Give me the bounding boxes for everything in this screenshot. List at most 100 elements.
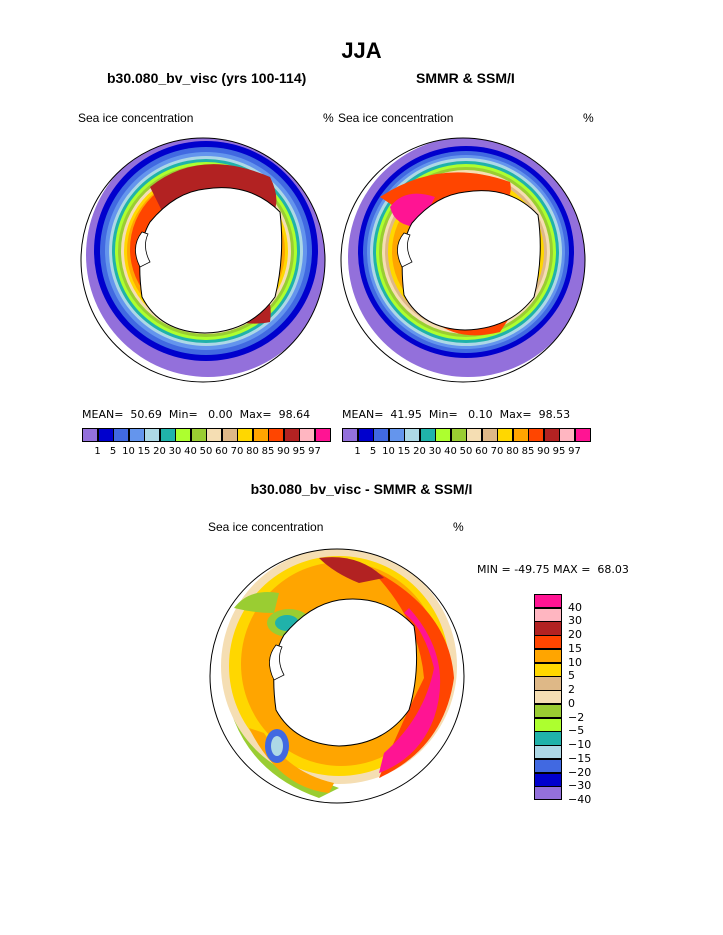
colorbar-tick-label: 30	[168, 446, 182, 457]
colorbar-tick-label: 95	[552, 446, 566, 457]
colorbar-swatch	[283, 428, 300, 442]
colorbar-swatch	[237, 428, 253, 442]
diff-min-value: -49.75	[514, 563, 550, 576]
colorbar-swatch	[388, 428, 405, 442]
diff-subtitle: Sea ice concentration	[208, 520, 324, 534]
colorbar-tick-label: 15	[137, 446, 151, 457]
colorbar-swatch	[435, 428, 451, 442]
colorbar-swatch	[299, 428, 315, 442]
diff-max-value: 68.03	[597, 563, 629, 576]
diff-colorbar-swatch	[534, 648, 562, 664]
left-max-value: 98.64	[278, 408, 311, 421]
right-colorbar	[342, 428, 591, 442]
colorbar-swatch	[404, 428, 420, 442]
colorbar-tick-label: 80	[246, 446, 259, 457]
colorbar-swatch	[82, 428, 98, 442]
diff-colorbar-swatch	[534, 745, 562, 760]
diff-colorbar-tick-label: 10	[568, 655, 582, 669]
colorbar-tick-label: 20	[413, 446, 426, 457]
difference-map	[209, 548, 465, 804]
colorbar-tick-label: 50	[459, 446, 473, 457]
diff-colorbar-swatch	[534, 717, 562, 732]
colorbar-tick-label: 85	[261, 446, 275, 457]
colorbar-tick-label: 90	[537, 446, 550, 457]
colorbar-swatch	[574, 428, 591, 442]
colorbar-swatch	[159, 428, 176, 442]
colorbar-tick-label: 10	[382, 446, 395, 457]
colorbar-tick-label: 90	[277, 446, 290, 457]
diff-colorbar-swatch	[534, 703, 562, 719]
diff-colorbar-tick-label: 15	[568, 641, 582, 655]
diff-colorbar-tick-label: 0	[568, 696, 575, 710]
colorbar-swatch	[357, 428, 374, 442]
colorbar-swatch	[512, 428, 529, 442]
diff-colorbar-tick-label: −20	[568, 765, 592, 779]
right-colorbar-labels: 1 5 10 15 20 30 40 50 60 70 80 85 90 95 97	[342, 446, 590, 460]
colorbar-tick-label: 15	[397, 446, 411, 457]
colorbar-swatch	[221, 428, 238, 442]
left-colorbar-labels: 1 5 10 15 20 30 40 50 60 70 80 85 90 95 97	[82, 446, 330, 460]
diff-colorbar-tick-label: 40	[568, 600, 582, 614]
colorbar-tick-label: 80	[506, 446, 519, 457]
right-unit: %	[583, 111, 594, 125]
colorbar-swatch	[314, 428, 331, 442]
diff-min-max: MIN = -49.75 MAX = 68.03	[477, 563, 629, 576]
right-mean-value: 41.95	[390, 408, 422, 421]
colorbar-swatch	[450, 428, 467, 442]
left-stats: MEAN= 50.69 Min= 0.00 Max= 98.64	[82, 408, 311, 421]
left-subtitle: Sea ice concentration	[78, 111, 194, 125]
colorbar-tick-label: 40	[444, 446, 457, 457]
colorbar-swatch	[543, 428, 560, 442]
diff-colorbar-swatch	[534, 690, 562, 705]
diff-colorbar-tick-label: −2	[568, 710, 585, 724]
diff-colorbar-swatch	[534, 607, 562, 622]
right-max-value: 98.53	[538, 408, 571, 421]
left-panel-title: b30.080_bv_visc (yrs 100-114)	[107, 70, 307, 86]
colorbar-tick-label: 85	[521, 446, 535, 457]
left-unit: %	[323, 111, 334, 125]
colorbar-swatch	[175, 428, 191, 442]
diff-colorbar-swatch	[534, 772, 562, 787]
colorbar-tick-label: 40	[184, 446, 197, 457]
right-subtitle: Sea ice concentration	[338, 111, 454, 125]
right-min-value: 0.10	[468, 408, 493, 421]
colorbar-swatch	[342, 428, 358, 442]
colorbar-tick-label: 10	[122, 446, 135, 457]
colorbar-swatch	[419, 428, 436, 442]
diff-colorbar-swatch	[534, 635, 562, 650]
right-panel-title: SMMR & SSM/I	[416, 70, 515, 86]
colorbar-swatch	[528, 428, 544, 442]
colorbar-tick-label: 50	[199, 446, 213, 457]
page-title: JJA	[341, 38, 382, 63]
diff-colorbar-tick-label: 20	[568, 628, 582, 642]
diff-colorbar-tick-label: −10	[568, 738, 592, 752]
colorbar-tick-label: 5	[109, 446, 117, 457]
diff-colorbar-swatch	[534, 758, 562, 774]
diff-colorbar-tick-label: 5	[568, 669, 575, 683]
diff-colorbar	[534, 594, 562, 801]
colorbar-tick-label: 20	[153, 446, 166, 457]
right-stats: MEAN= 41.95 Min= 0.10 Max= 98.53	[342, 408, 571, 421]
colorbar-tick-label: 70	[230, 446, 244, 457]
colorbar-tick-label: 1	[354, 446, 361, 457]
left-min-value: 0.00	[208, 408, 233, 421]
colorbar-tick-label: 30	[428, 446, 442, 457]
diff-colorbar-tick-label: −40	[568, 793, 592, 806]
colorbar-swatch	[190, 428, 207, 442]
colorbar-swatch	[97, 428, 114, 442]
diff-colorbar-swatch	[534, 786, 562, 801]
colorbar-swatch	[113, 428, 129, 442]
diff-colorbar-swatch	[534, 662, 562, 677]
left-sea-ice-map	[80, 137, 326, 383]
diff-panel-title: b30.080_bv_visc - SMMR & SSM/I	[250, 481, 473, 497]
left-colorbar	[82, 428, 331, 442]
colorbar-tick-label: 97	[568, 446, 581, 457]
diff-colorbar-tick-label: 30	[568, 614, 582, 628]
colorbar-swatch	[206, 428, 222, 442]
colorbar-swatch	[268, 428, 284, 442]
colorbar-swatch	[481, 428, 498, 442]
diff-colorbar-swatch	[534, 594, 562, 609]
diff-colorbar-tick-label: −5	[568, 724, 585, 738]
colorbar-swatch	[144, 428, 160, 442]
diff-colorbar-tick-label: −15	[568, 751, 592, 765]
